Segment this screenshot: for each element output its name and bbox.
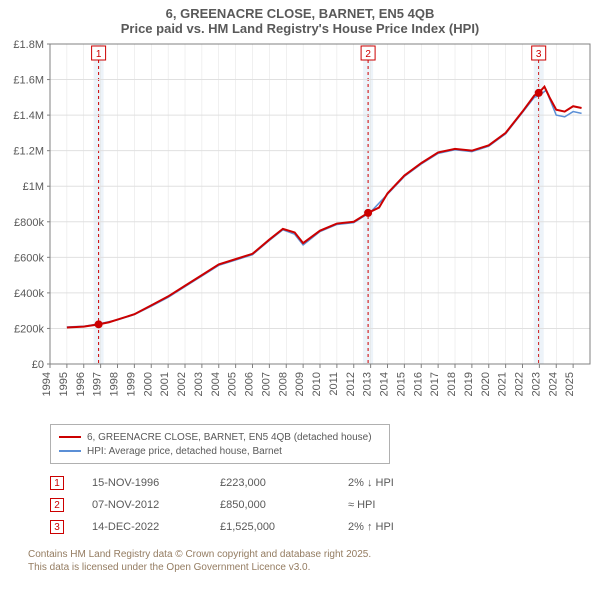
x-tick-label: 2005 [227,372,239,396]
x-tick-label: 2025 [564,372,576,396]
x-tick-label: 2020 [480,372,492,396]
sales-row: 2 07-NOV-2012 £850,000 ≈ HPI [50,494,600,516]
legend-row: HPI: Average price, detached house, Barn… [59,444,381,458]
x-tick-label: 2013 [362,372,374,396]
sales-date: 07-NOV-2012 [92,499,192,511]
footer-attribution: Contains HM Land Registry data © Crown c… [28,548,600,574]
x-tick-label: 2014 [379,372,391,396]
x-tick-label: 2009 [294,372,306,396]
series-line [67,90,582,327]
sale-marker-number: 2 [365,49,371,60]
y-tick-label: £0 [32,359,44,371]
x-tick-label: 1995 [58,372,70,396]
legend-label: HPI: Average price, detached house, Barn… [87,446,282,457]
sale-marker-dot [95,320,103,328]
x-tick-label: 2012 [345,372,357,396]
y-tick-label: £600k [14,252,44,264]
y-tick-label: £1.6M [13,75,44,87]
price-chart: £0 £200k £400k £600k £800k £1M £1.2M £1.4M £1.6M… [0,38,600,418]
sales-price: £850,000 [220,499,320,511]
chart-title: 6, GREENACRE CLOSE, BARNET, EN5 4QB Pric… [0,0,600,38]
x-tick-label: 2004 [210,372,222,396]
x-tick-label: 2008 [277,372,289,396]
sales-date: 14-DEC-2022 [92,521,192,533]
series-line [67,87,582,328]
x-tick-label: 2010 [311,372,323,396]
sales-row: 1 15-NOV-1996 £223,000 2% ↓ HPI [50,472,600,494]
title-line2: Price paid vs. HM Land Registry's House … [0,21,600,36]
y-tick-label: £1M [23,181,44,193]
x-tick-label: 1999 [125,372,137,396]
x-tick-label: 2022 [514,372,526,396]
x-tick-label: 2001 [159,372,171,396]
legend-row: 6, GREENACRE CLOSE, BARNET, EN5 4QB (det… [59,430,381,444]
x-tick-label: 1996 [75,372,87,396]
x-tick-label: 2023 [530,372,542,396]
x-tick-label: 2003 [193,372,205,396]
x-tick-label: 2016 [412,372,424,396]
sales-delta: 2% ↓ HPI [348,477,394,489]
sale-marker-number: 1 [96,49,102,60]
x-tick-label: 1994 [41,372,53,396]
y-tick-label: £1.4M [13,110,44,122]
legend-swatch [59,450,81,452]
y-tick-label: £1.2M [13,146,44,158]
sales-marker: 1 [50,476,64,490]
y-tick-label: £800k [14,217,44,229]
footer-line2: This data is licensed under the Open Gov… [28,561,600,574]
footer-line1: Contains HM Land Registry data © Crown c… [28,548,600,561]
legend: 6, GREENACRE CLOSE, BARNET, EN5 4QB (det… [50,424,390,464]
sales-delta: ≈ HPI [348,499,375,511]
sale-marker-dot [364,209,372,217]
x-tick-label: 2024 [547,372,559,396]
sales-date: 15-NOV-1996 [92,477,192,489]
legend-swatch [59,436,81,438]
x-tick-label: 2017 [429,372,441,396]
y-tick-label: £1.8M [13,39,44,51]
sales-marker: 3 [50,520,64,534]
sales-delta: 2% ↑ HPI [348,521,394,533]
x-tick-label: 1997 [92,372,104,396]
sales-row: 3 14-DEC-2022 £1,525,000 2% ↑ HPI [50,516,600,538]
x-tick-label: 2019 [463,372,475,396]
y-tick-label: £400k [14,288,44,300]
x-tick-label: 2002 [176,372,188,396]
title-line1: 6, GREENACRE CLOSE, BARNET, EN5 4QB [0,6,600,21]
x-tick-label: 2015 [395,372,407,396]
sales-table: 1 15-NOV-1996 £223,000 2% ↓ HPI 2 07-NOV-2012… [50,472,600,538]
x-tick-label: 2000 [142,372,154,396]
sale-marker-number: 3 [536,49,542,60]
x-tick-label: 2021 [497,372,509,396]
sales-price: £223,000 [220,477,320,489]
legend-label: 6, GREENACRE CLOSE, BARNET, EN5 4QB (det… [87,432,372,443]
sale-marker-dot [535,89,543,97]
sales-price: £1,525,000 [220,521,320,533]
x-tick-label: 2018 [446,372,458,396]
x-tick-label: 2011 [328,372,340,396]
sales-marker: 2 [50,498,64,512]
y-tick-label: £200k [14,323,44,335]
x-tick-label: 2006 [244,372,256,396]
x-tick-label: 1998 [109,372,121,396]
x-tick-label: 2007 [260,372,272,396]
